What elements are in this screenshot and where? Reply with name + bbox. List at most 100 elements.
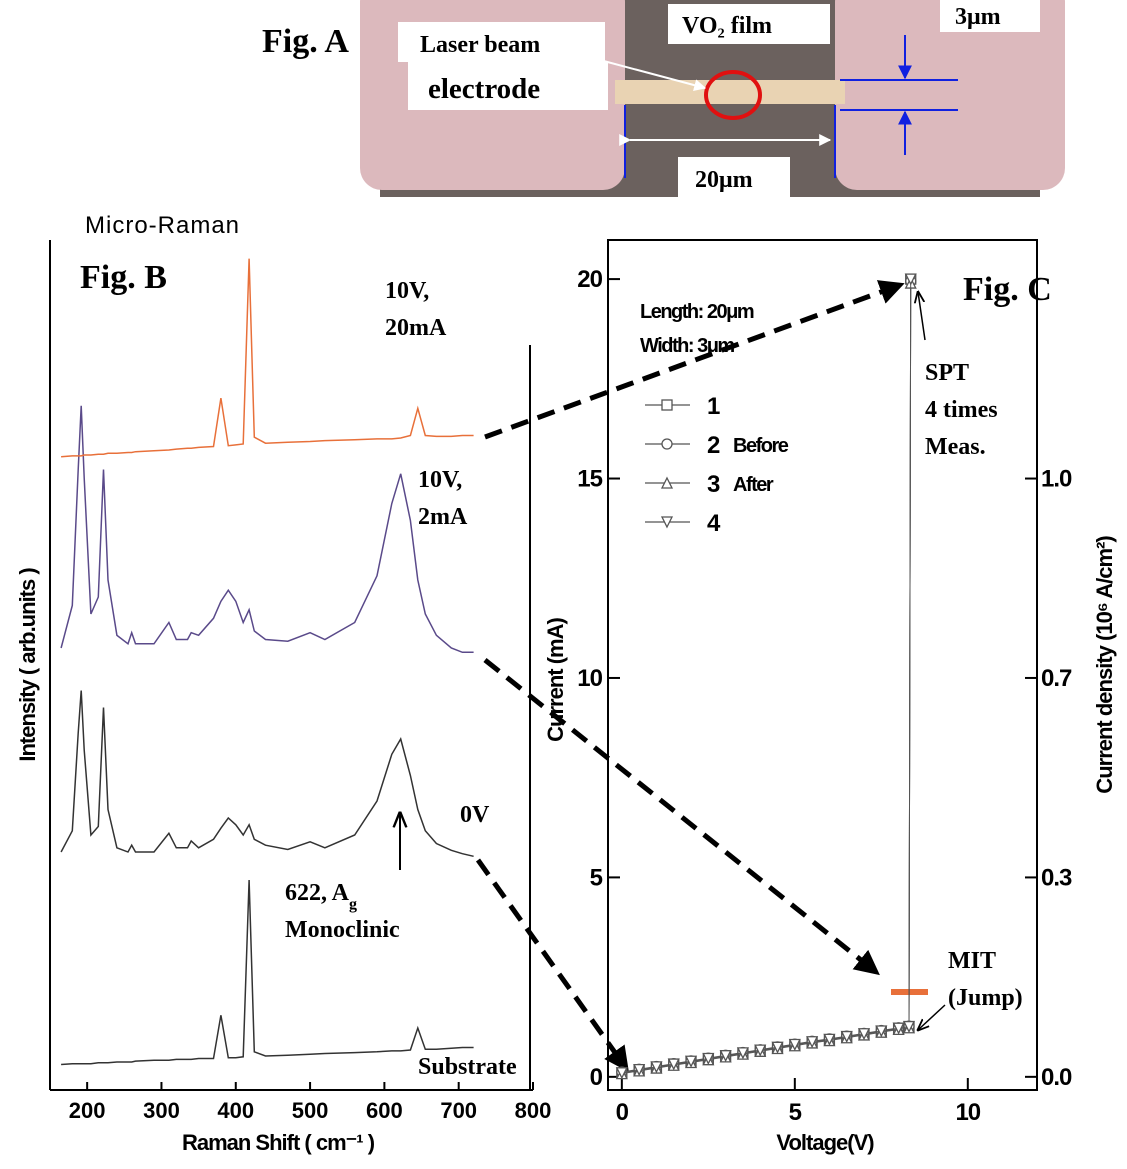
photo-label: 3μm bbox=[955, 4, 1001, 30]
annotation: Fig. B bbox=[80, 259, 167, 296]
annotation: After bbox=[733, 474, 774, 496]
x-tick-label: 300 bbox=[143, 1098, 180, 1123]
annotation: 10V, bbox=[418, 467, 462, 493]
annotation: Length: 20μm bbox=[640, 301, 754, 323]
y2-tick-label: 0.3 bbox=[1041, 864, 1072, 891]
annotation: Width: 3μm bbox=[640, 335, 734, 357]
data-point bbox=[719, 1050, 732, 1063]
legend-label: 2 bbox=[707, 432, 720, 459]
y-tick-label: 10 bbox=[577, 665, 602, 692]
y2-tick-label: 1.0 bbox=[1041, 466, 1072, 493]
spectrum-line bbox=[61, 879, 474, 1066]
data-point bbox=[667, 1058, 680, 1071]
annotation-subscript: g bbox=[349, 896, 357, 913]
data-point bbox=[633, 1064, 646, 1077]
label-box bbox=[398, 22, 605, 62]
y-tick-label: 0 bbox=[590, 1064, 603, 1091]
photo-label: electrode bbox=[428, 73, 540, 105]
x-tick-label: 5 bbox=[789, 1099, 802, 1126]
annotation: Fig. C bbox=[963, 271, 1052, 308]
data-point bbox=[823, 1033, 836, 1046]
right-electrode bbox=[835, 0, 1065, 190]
spectrum-line bbox=[60, 405, 474, 654]
x-tick-label: 10 bbox=[955, 1099, 980, 1126]
pointer-arrow bbox=[918, 292, 926, 341]
x-tick-label: 700 bbox=[440, 1098, 477, 1123]
legend-marker bbox=[661, 399, 673, 411]
legend-label: 3 bbox=[707, 471, 720, 498]
annotation: 622, Ag bbox=[285, 880, 357, 913]
label-box bbox=[678, 157, 790, 197]
x-tick-label: 400 bbox=[217, 1098, 254, 1123]
y2-axis-label: Current density (10⁶ A/cm²) bbox=[1092, 536, 1117, 794]
annotation-part: 622, A bbox=[285, 880, 350, 906]
device-photo: Fig. A Laser beam electrode VO₂ film 3μm… bbox=[262, 0, 1065, 197]
legend-marker bbox=[660, 476, 674, 489]
connector-arrow bbox=[475, 858, 629, 1073]
connector-arrow bbox=[484, 280, 905, 440]
iv-line bbox=[621, 279, 912, 1074]
data-point bbox=[904, 273, 917, 286]
pointer-arrow bbox=[918, 1004, 946, 1030]
y-axis-label: Current (mA) bbox=[543, 617, 568, 741]
legend-marker bbox=[660, 516, 674, 529]
panel-label: Fig. A bbox=[262, 23, 349, 60]
photo-label: Laser beam bbox=[420, 32, 540, 58]
annotation: 2mA bbox=[418, 504, 468, 530]
annotation: 10V, bbox=[385, 278, 429, 304]
y2-tick-label: 0.7 bbox=[1041, 665, 1072, 692]
annotation: 4 times bbox=[925, 397, 998, 423]
x-axis-label: Raman Shift ( cm⁻¹ ) bbox=[182, 1130, 375, 1155]
annotation: 0V bbox=[460, 802, 490, 828]
annotation: 20mA bbox=[385, 315, 447, 341]
data-point bbox=[650, 1061, 663, 1074]
photo-label: VO₂ film bbox=[682, 13, 772, 39]
data-point bbox=[736, 1047, 749, 1060]
data-point bbox=[857, 1028, 871, 1041]
label-box bbox=[668, 4, 830, 44]
x-tick-label: 800 bbox=[515, 1098, 552, 1123]
y-axis-label: Intensity ( arb.units ) bbox=[15, 568, 40, 762]
x-tick-label: 500 bbox=[292, 1098, 329, 1123]
spectrum-line bbox=[60, 690, 474, 858]
film-strip bbox=[615, 80, 845, 104]
data-point bbox=[902, 1020, 916, 1034]
spectrum-line bbox=[61, 258, 474, 458]
annotation: Meas. bbox=[925, 434, 986, 460]
iv-line bbox=[621, 279, 912, 1074]
annotation: Before bbox=[733, 435, 789, 457]
chart-title: Micro-Raman bbox=[85, 212, 240, 239]
laser-spot bbox=[704, 70, 762, 120]
annotation: Substrate bbox=[418, 1054, 517, 1080]
x-tick-label: 600 bbox=[366, 1098, 403, 1123]
connectors bbox=[475, 280, 905, 1073]
legend-label: 4 bbox=[707, 510, 721, 537]
data-point bbox=[754, 1044, 767, 1057]
label-box bbox=[408, 62, 608, 110]
annotation: Monoclinic bbox=[285, 917, 400, 943]
y2-tick-label: 0.0 bbox=[1041, 1064, 1072, 1091]
annotation: (Jump) bbox=[948, 985, 1023, 1011]
x-tick-label: 0 bbox=[616, 1099, 629, 1126]
y-tick-label: 20 bbox=[577, 266, 602, 293]
data-point bbox=[806, 1036, 819, 1049]
label-box bbox=[940, 0, 1040, 32]
annotation: SPT bbox=[925, 360, 969, 386]
data-point bbox=[875, 1025, 888, 1038]
plot-frame bbox=[607, 239, 1038, 1091]
x-tick-label: 200 bbox=[69, 1098, 106, 1123]
y-tick-label: 5 bbox=[590, 864, 603, 891]
annotation: MIT bbox=[948, 948, 996, 974]
data-point bbox=[615, 1067, 628, 1080]
legend-label: 1 bbox=[707, 393, 720, 420]
photo-label: 20μm bbox=[695, 167, 753, 193]
data-point bbox=[892, 1022, 905, 1035]
x-axis-label: Voltage(V) bbox=[776, 1130, 874, 1155]
legend-marker bbox=[661, 438, 673, 450]
data-point bbox=[788, 1038, 801, 1051]
data-point bbox=[702, 1052, 715, 1065]
y-tick-label: 15 bbox=[577, 466, 602, 493]
pointer-arrow bbox=[599, 59, 707, 92]
data-point bbox=[840, 1030, 853, 1044]
